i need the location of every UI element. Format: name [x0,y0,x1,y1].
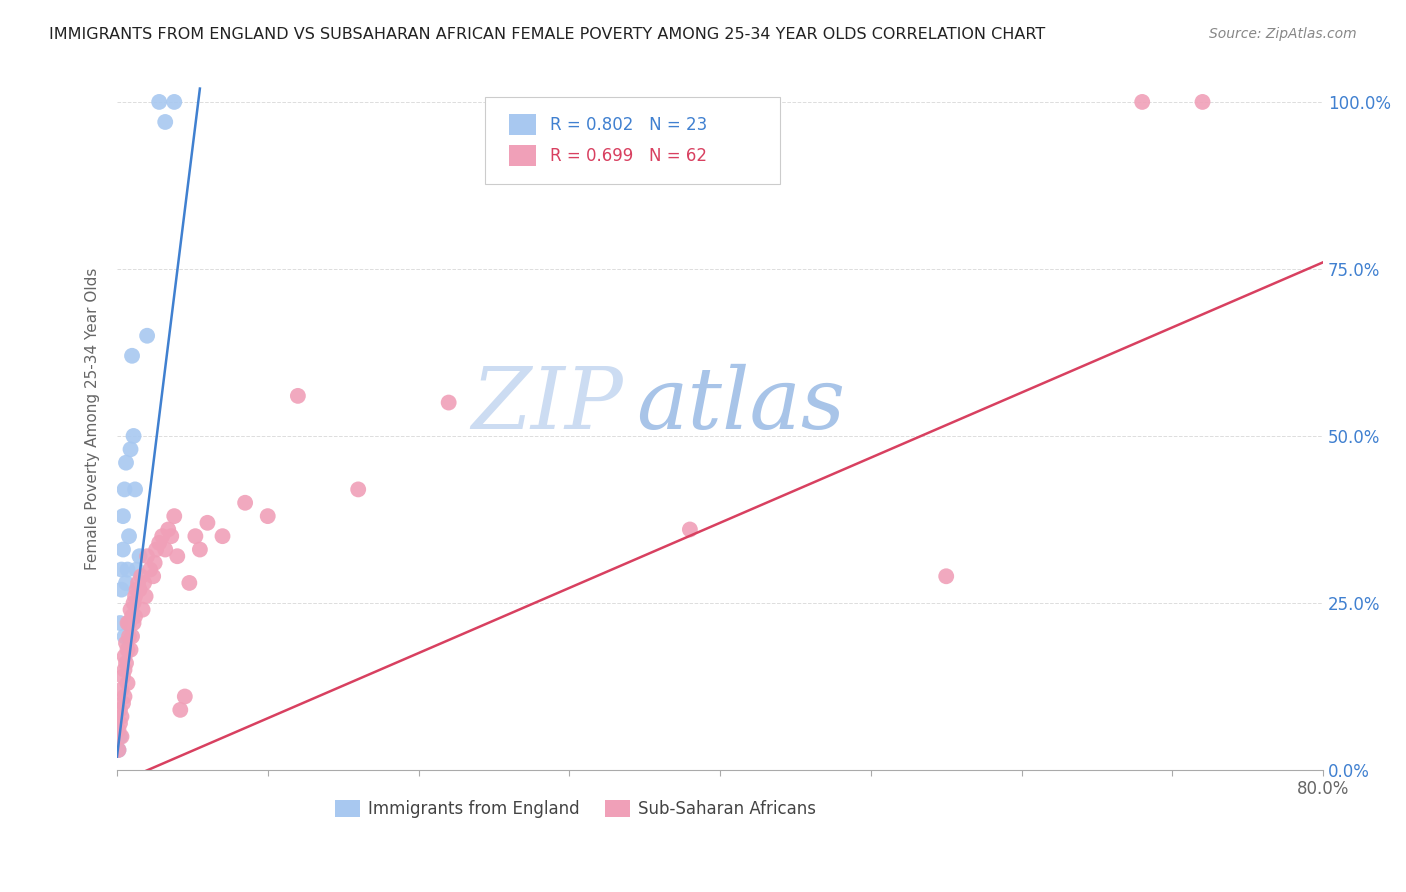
Point [184,529,207,543]
Point [1130,95,1153,109]
Point [679,523,702,537]
Point [110,682,132,697]
Point [115,456,138,470]
Y-axis label: Female Poverty Among 25-34 Year Olds: Female Poverty Among 25-34 Year Olds [86,268,100,571]
Point [124,589,146,603]
Point [108,730,131,744]
Text: atlas: atlas [636,364,845,447]
Point [197,516,219,530]
Point [107,723,129,737]
Point [155,542,177,557]
Point [118,615,141,630]
Point [128,582,150,597]
Point [122,596,145,610]
Point [117,642,139,657]
Text: Source: ZipAtlas.com: Source: ZipAtlas.com [1209,27,1357,41]
Point [108,615,131,630]
Point [114,629,136,643]
Point [117,615,139,630]
FancyBboxPatch shape [509,145,536,166]
Point [127,576,149,591]
Point [136,549,159,564]
Text: R = 0.802   N = 23: R = 0.802 N = 23 [550,116,707,134]
Point [118,529,141,543]
Point [1191,95,1213,109]
Point [145,542,167,557]
Point [121,349,143,363]
Point [125,582,148,597]
FancyBboxPatch shape [509,114,536,136]
Point [107,743,129,757]
Point [163,509,186,524]
Point [256,509,278,524]
Point [114,649,136,664]
Point [114,690,136,704]
Point [142,569,165,583]
Point [143,556,166,570]
Point [115,636,138,650]
Text: IMMIGRANTS FROM ENGLAND VS SUBSAHARAN AFRICAN FEMALE POVERTY AMONG 25-34 YEAR OL: IMMIGRANTS FROM ENGLAND VS SUBSAHARAN AF… [49,27,1046,42]
Point [188,542,211,557]
Point [211,529,233,543]
Point [157,523,180,537]
Point [121,609,143,624]
Text: R = 0.699   N = 62: R = 0.699 N = 62 [550,146,707,164]
Point [111,669,134,683]
Point [148,536,170,550]
Point [131,602,153,616]
Point [160,529,183,543]
Point [111,542,134,557]
Point [233,496,256,510]
Point [108,716,131,731]
Point [110,709,132,723]
Text: ZIP: ZIP [471,364,623,447]
Point [117,676,139,690]
Point [166,549,188,564]
Legend: Immigrants from England, Sub-Saharan Africans: Immigrants from England, Sub-Saharan Afr… [328,793,823,825]
Point [115,576,138,591]
Point [148,95,170,109]
Point [110,730,132,744]
Point [107,743,129,757]
Point [118,629,141,643]
Point [169,703,191,717]
Point [114,483,136,497]
Point [287,389,309,403]
Point [437,395,460,409]
Point [120,442,142,457]
Point [179,576,201,591]
Point [120,602,142,616]
Point [111,509,134,524]
Point [129,569,152,583]
FancyBboxPatch shape [485,96,780,185]
Point [347,483,370,497]
Point [115,656,138,670]
Point [124,483,146,497]
Point [935,569,957,583]
Point [150,529,173,543]
Point [124,609,146,624]
Point [110,563,132,577]
Point [122,615,145,630]
Point [111,696,134,710]
Point [132,576,155,591]
Point [125,563,148,577]
Point [108,703,131,717]
Point [173,690,195,704]
Point [117,563,139,577]
Point [139,563,162,577]
Point [135,589,157,603]
Point [128,549,150,564]
Point [155,115,177,129]
Point [163,95,186,109]
Point [136,328,159,343]
Point [122,429,145,443]
Point [121,629,143,643]
Point [114,663,136,677]
Point [110,582,132,597]
Point [120,642,142,657]
